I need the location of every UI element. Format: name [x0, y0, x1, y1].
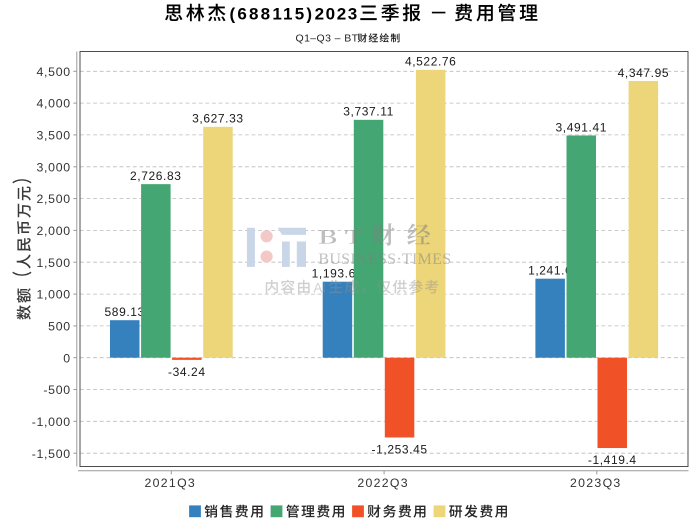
- svg-text:4,347.95: 4,347.95: [618, 66, 670, 80]
- svg-text:-1,500: -1,500: [32, 447, 71, 461]
- svg-text:1,193.69: 1,193.69: [312, 267, 364, 281]
- svg-text:(688115): (688115): [230, 5, 315, 24]
- svg-text:589.13: 589.13: [105, 305, 145, 319]
- svg-text:2,500: 2,500: [37, 192, 71, 206]
- svg-text:2,726.83: 2,726.83: [130, 169, 182, 183]
- svg-text:3,500: 3,500: [37, 129, 71, 143]
- svg-text:-34.24: -34.24: [168, 365, 206, 379]
- svg-text:BUSINESS·TIMES: BUSINESS·TIMES: [318, 251, 451, 268]
- svg-text:0: 0: [63, 351, 71, 365]
- svg-text:3,627.33: 3,627.33: [192, 112, 244, 126]
- svg-text:1,000: 1,000: [37, 288, 71, 302]
- svg-text:4,000: 4,000: [37, 97, 71, 111]
- svg-text:2023: 2023: [315, 5, 359, 24]
- svg-text:2,000: 2,000: [37, 224, 71, 238]
- svg-text:AI: AI: [313, 280, 326, 295]
- svg-text:-1,419.4: -1,419.4: [588, 453, 637, 467]
- svg-text:3,491.41: 3,491.41: [556, 120, 608, 134]
- svg-text:3,737.11: 3,737.11: [343, 105, 394, 119]
- svg-text:3,000: 3,000: [37, 160, 71, 174]
- svg-text:4,522.76: 4,522.76: [405, 55, 457, 69]
- svg-text:-1,253.45: -1,253.45: [372, 443, 428, 457]
- svg-text:2022Q3: 2022Q3: [357, 476, 409, 490]
- svg-text:1,500: 1,500: [37, 256, 71, 270]
- svg-text:500: 500: [48, 320, 71, 334]
- svg-text:2023Q3: 2023Q3: [570, 476, 622, 490]
- svg-text:-1,000: -1,000: [32, 415, 71, 429]
- svg-text:Q1–Q3 – BT: Q1–Q3 – BT: [296, 33, 359, 45]
- svg-text:4,500: 4,500: [37, 65, 71, 79]
- svg-text:-500: -500: [43, 383, 70, 397]
- svg-text:1,241.6: 1,241.6: [528, 264, 572, 278]
- svg-text:2021Q3: 2021Q3: [145, 476, 197, 490]
